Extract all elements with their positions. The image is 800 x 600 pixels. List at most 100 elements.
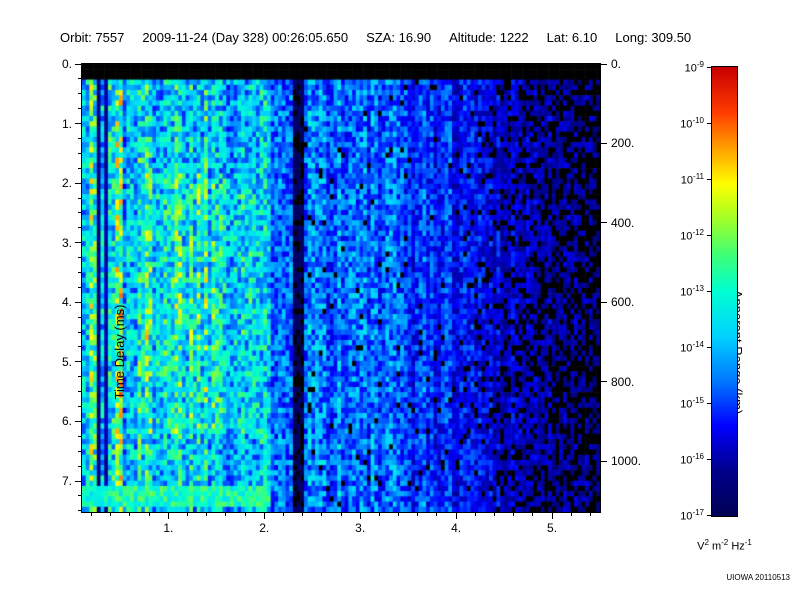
- colorbar-frame: [711, 66, 738, 517]
- y-axis-minor-tick: [78, 78, 81, 80]
- y-axis-minor-tick: [78, 167, 81, 169]
- y-axis-minor-tick: [78, 108, 81, 110]
- x-axis-tick-label: 3.: [355, 521, 366, 535]
- x-axis-tick-label: 4.: [451, 521, 462, 535]
- y-axis-minor-tick: [78, 137, 81, 139]
- colorbar-tick: [707, 346, 711, 348]
- colorbar-tick-label: 10-10: [680, 116, 704, 131]
- spectrogram-canvas: [82, 64, 600, 512]
- y-axis-tick-label: 4.: [61, 295, 72, 310]
- y-axis-tick: [75, 301, 81, 303]
- colorbar-tick-label: 10-9: [684, 60, 704, 75]
- x-axis-minor-tick: [206, 513, 208, 516]
- right-axis-tick: [601, 222, 607, 224]
- x-axis-tick: [167, 513, 169, 519]
- x-axis-minor-tick: [493, 513, 495, 516]
- colorbar-tick: [707, 122, 711, 124]
- x-axis-minor-tick: [474, 513, 476, 516]
- x-axis-minor-tick: [321, 513, 323, 516]
- y-axis-minor-tick: [78, 93, 81, 95]
- header-field: 2009-11-24 (Day 328) 00:26:05.650: [142, 30, 349, 45]
- y-axis-minor-tick: [78, 495, 81, 497]
- x-axis-minor-tick: [417, 513, 419, 516]
- right-axis-tick-label: 800.: [611, 374, 635, 389]
- y-axis-label-left: Time Delay (ms): [112, 304, 127, 400]
- x-axis-minor-tick: [589, 513, 591, 516]
- y-axis-minor-tick: [78, 152, 81, 154]
- y-axis-tick: [75, 480, 81, 482]
- y-axis-tick-label: 1.: [61, 116, 72, 131]
- colorbar-tick-label: 10-13: [680, 284, 704, 299]
- y-axis-tick-label: 6.: [61, 414, 72, 429]
- y-axis-tick: [75, 63, 81, 65]
- colorbar-tick: [707, 234, 711, 236]
- x-axis-minor-tick: [187, 513, 189, 516]
- right-axis-tick: [601, 381, 607, 383]
- colorbar-tick: [707, 66, 711, 68]
- header-field: SZA: 16.90: [366, 30, 432, 45]
- x-axis-minor-tick: [398, 513, 400, 516]
- right-axis-tick-label: 0.: [611, 57, 622, 71]
- x-axis-tick: [551, 513, 553, 519]
- right-axis-tick-label: 600.: [611, 295, 635, 310]
- x-axis-minor-tick: [513, 513, 515, 516]
- colorbar-canvas: [712, 67, 737, 516]
- x-axis-minor-tick: [148, 513, 150, 516]
- watermark-text: UIOWA 20110513: [726, 573, 790, 582]
- y-axis-tick: [75, 182, 81, 184]
- x-axis-minor-tick: [436, 513, 438, 516]
- right-axis-tick: [601, 460, 607, 462]
- y-axis-minor-tick: [78, 257, 81, 259]
- colorbar-tick-label: 10-15: [680, 396, 704, 411]
- header-field: Long: 309.50: [615, 30, 692, 45]
- x-axis-tick-label: 5.: [547, 521, 558, 535]
- y-axis-tick-label: 2.: [61, 176, 72, 191]
- right-axis-tick: [601, 63, 607, 65]
- x-axis-tick: [359, 513, 361, 519]
- y-axis-minor-tick: [78, 212, 81, 214]
- y-axis-tick: [75, 242, 81, 244]
- y-axis-tick: [75, 123, 81, 125]
- right-axis-tick-label: 200.: [611, 136, 635, 151]
- x-axis-minor-tick: [91, 513, 93, 516]
- y-axis-minor-tick: [78, 465, 81, 467]
- x-axis-minor-tick: [378, 513, 380, 516]
- x-axis-minor-tick: [532, 513, 534, 516]
- y-axis-tick-label: 3.: [61, 235, 72, 250]
- y-axis-tick-label: 5.: [61, 354, 72, 369]
- x-axis-tick: [455, 513, 457, 519]
- y-axis-minor-tick: [78, 286, 81, 288]
- colorbar-unit-label: V2 m-2 Hz-1: [697, 538, 752, 553]
- colorbar-tick: [707, 514, 711, 516]
- header-field: Lat: 6.10: [546, 30, 598, 45]
- right-axis-tick: [601, 142, 607, 144]
- y-axis-minor-tick: [78, 510, 81, 512]
- y-axis-tick-label: 0.: [61, 57, 72, 71]
- right-axis-tick: [601, 301, 607, 303]
- y-axis-minor-tick: [78, 376, 81, 378]
- colorbar-tick: [707, 178, 711, 180]
- colorbar-tick-label: 10-17: [680, 508, 704, 523]
- y-axis-tick: [75, 420, 81, 422]
- header-field: Altitude: 1222: [449, 30, 529, 45]
- y-axis-minor-tick: [78, 406, 81, 408]
- header-field: Orbit: 7557: [60, 30, 125, 45]
- x-axis-minor-tick: [129, 513, 131, 516]
- y-axis-minor-tick: [78, 331, 81, 333]
- y-axis-minor-tick: [78, 272, 81, 273]
- y-axis-tick-label: 7.: [61, 474, 72, 489]
- colorbar-tick: [707, 458, 711, 460]
- right-axis-tick-label: 1000.: [611, 454, 642, 469]
- right-axis-tick-label: 400.: [611, 215, 635, 230]
- y-axis-minor-tick: [78, 197, 81, 199]
- spectrogram-plot-frame: Time Delay (ms) Apparent Range (km) Freq…: [81, 63, 745, 513]
- colorbar-tick: [707, 290, 711, 292]
- y-axis-minor-tick: [78, 450, 81, 452]
- x-axis-tick: [263, 513, 265, 519]
- x-axis-minor-tick: [282, 513, 284, 516]
- colorbar-tick-label: 10-16: [680, 452, 704, 467]
- y-axis-minor-tick: [78, 435, 81, 437]
- x-axis-minor-tick: [570, 513, 572, 516]
- x-axis-tick-label: 2.: [259, 521, 270, 535]
- y-axis-minor-tick: [78, 316, 81, 318]
